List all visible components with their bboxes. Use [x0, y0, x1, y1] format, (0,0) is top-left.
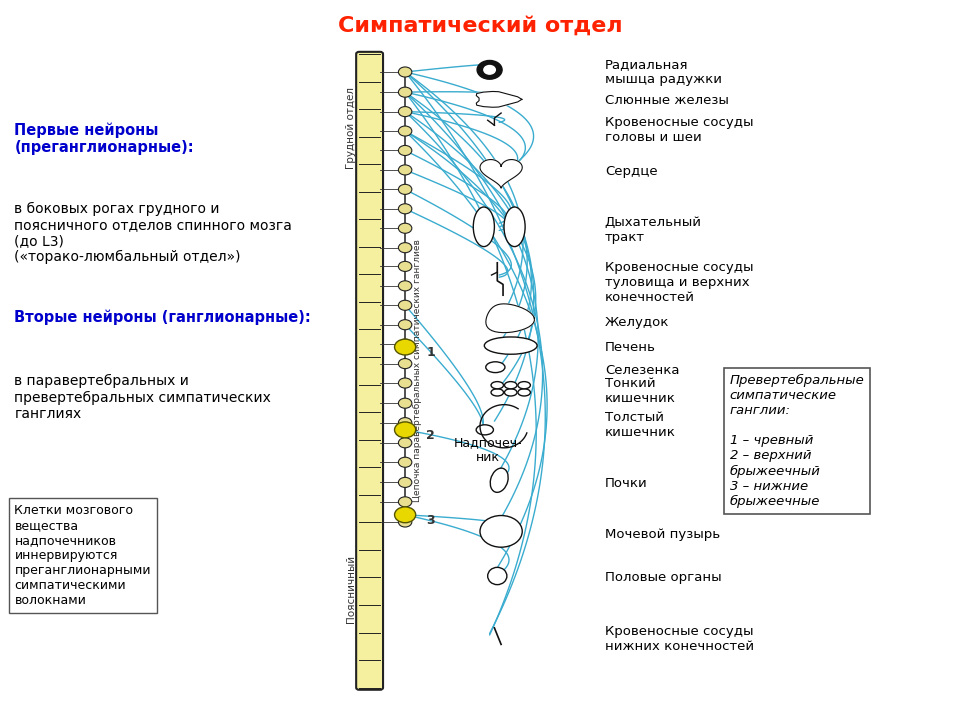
Circle shape	[398, 477, 412, 487]
Ellipse shape	[485, 337, 538, 354]
Text: Толстый
кишечник: Толстый кишечник	[605, 411, 676, 438]
Text: Надпочеч-
ник: Надпочеч- ник	[453, 436, 522, 464]
Circle shape	[398, 300, 412, 310]
Circle shape	[398, 438, 412, 448]
Ellipse shape	[518, 389, 531, 396]
Text: Превертебральные
симпатические
ганглии:

1 – чревный
2 – верхний
брыжеечный
3 – : Превертебральные симпатические ганглии: …	[730, 374, 864, 508]
Circle shape	[398, 517, 412, 527]
Text: Мочевой пузырь: Мочевой пузырь	[605, 528, 720, 541]
Circle shape	[398, 418, 412, 428]
Text: Желудок: Желудок	[605, 316, 669, 329]
Text: Поясничный: Поясничный	[347, 554, 356, 623]
Ellipse shape	[486, 361, 505, 373]
Ellipse shape	[491, 382, 504, 389]
Text: 3: 3	[426, 514, 435, 527]
Ellipse shape	[488, 567, 507, 585]
Circle shape	[395, 422, 416, 438]
Text: Вторые нейроны (ганглионарные):: Вторые нейроны (ганглионарные):	[14, 310, 311, 325]
Circle shape	[398, 165, 412, 175]
Ellipse shape	[473, 207, 494, 246]
Circle shape	[398, 243, 412, 253]
Circle shape	[398, 339, 412, 349]
Text: Половые органы: Половые органы	[605, 571, 721, 584]
Circle shape	[398, 497, 412, 507]
Circle shape	[395, 339, 416, 355]
Text: Симпатический отдел: Симпатический отдел	[338, 15, 622, 35]
Text: Тонкий
кишечник: Тонкий кишечник	[605, 377, 676, 405]
Text: Дыхательный
тракт: Дыхательный тракт	[605, 217, 702, 244]
Circle shape	[398, 204, 412, 214]
Text: Печень: Печень	[605, 341, 656, 354]
Text: Грудной отдел: Грудной отдел	[347, 87, 356, 168]
Circle shape	[398, 320, 412, 330]
Text: Клетки мозгового
вещества
надпочечников
иннервируются
преганглионарными
симпатич: Клетки мозгового вещества надпочечников …	[14, 504, 151, 607]
Text: 1: 1	[426, 346, 435, 359]
Text: в боковых рогах грудного и
поясничного отделов спинного мозга
(до L3)
(«торако-л: в боковых рогах грудного и поясничного о…	[14, 202, 292, 264]
Polygon shape	[486, 304, 535, 333]
Circle shape	[398, 223, 412, 233]
Circle shape	[398, 107, 412, 117]
Text: Селезенка: Селезенка	[605, 364, 680, 377]
Text: Кровеносные сосуды
туловища и верхних
конечностей: Кровеносные сосуды туловища и верхних ко…	[605, 261, 754, 304]
FancyBboxPatch shape	[356, 52, 383, 690]
Ellipse shape	[476, 425, 493, 435]
Ellipse shape	[505, 389, 516, 396]
Circle shape	[398, 281, 412, 291]
Ellipse shape	[491, 389, 504, 396]
Polygon shape	[476, 91, 522, 107]
Circle shape	[477, 60, 502, 79]
Text: Сердце: Сердце	[605, 165, 658, 178]
Polygon shape	[480, 160, 522, 188]
Circle shape	[398, 184, 412, 194]
Ellipse shape	[504, 207, 525, 246]
Circle shape	[398, 87, 412, 97]
Ellipse shape	[505, 382, 516, 389]
Circle shape	[398, 398, 412, 408]
Text: Почки: Почки	[605, 477, 648, 490]
Circle shape	[398, 457, 412, 467]
Text: Радиальная
мышца радужки: Радиальная мышца радужки	[605, 58, 722, 86]
Circle shape	[398, 145, 412, 156]
Circle shape	[398, 261, 412, 271]
Ellipse shape	[491, 468, 508, 492]
Circle shape	[484, 66, 495, 74]
Text: Кровеносные сосуды
головы и шеи: Кровеносные сосуды головы и шеи	[605, 116, 754, 143]
Circle shape	[395, 507, 416, 523]
Text: Цепочка паравертебральных симпатических ганглиев: Цепочка паравертебральных симпатических …	[413, 239, 422, 503]
Text: Кровеносные сосуды
нижних конечностей: Кровеносные сосуды нижних конечностей	[605, 625, 754, 652]
Circle shape	[398, 126, 412, 136]
Circle shape	[398, 378, 412, 388]
Circle shape	[480, 516, 522, 547]
Text: Слюнные железы: Слюнные железы	[605, 94, 729, 107]
Circle shape	[398, 67, 412, 77]
Text: в паравертебральных и
превертебральных симпатических
ганглиях: в паравертебральных и превертебральных с…	[14, 374, 272, 421]
Ellipse shape	[518, 382, 531, 389]
Text: Первые нейроны
(преганглионарные):: Первые нейроны (преганглионарные):	[14, 122, 194, 156]
Circle shape	[398, 359, 412, 369]
Text: 2: 2	[426, 429, 435, 442]
